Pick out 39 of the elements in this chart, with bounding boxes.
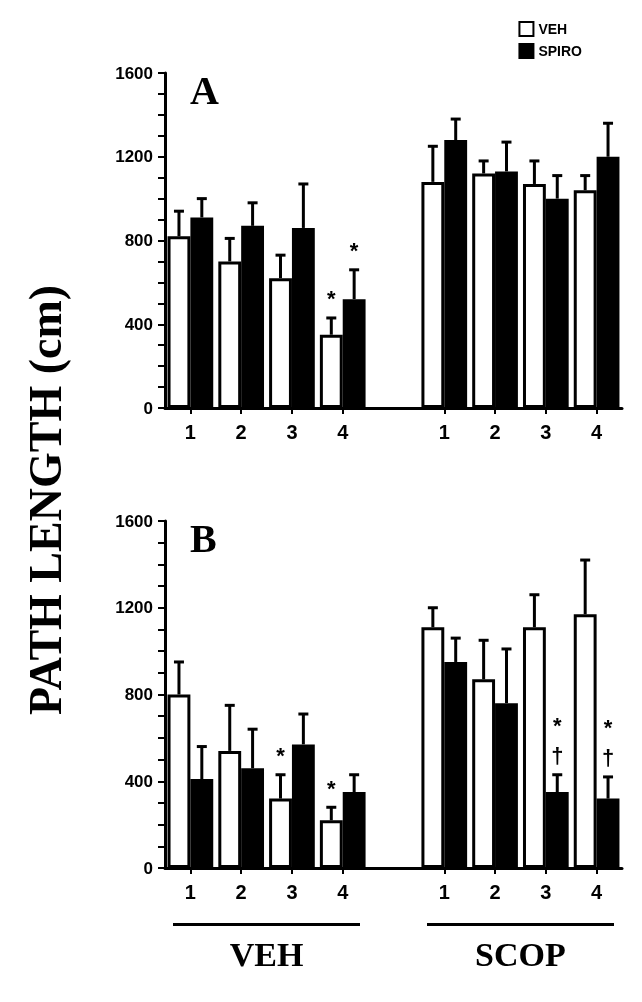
x-tick-label: 2 [235,881,247,903]
text: VEH [229,936,304,974]
x-tick-label: 3 [286,881,298,903]
annotation: * [276,743,286,769]
y-tick-label: 1600 [115,63,153,83]
annotation: * [327,775,337,801]
x-tick-label: 2 [489,881,501,903]
x-tick-label: 1 [184,881,196,903]
chart-title: B [190,515,217,561]
x-tick-label: 1 [438,421,450,443]
x-tick-label: 1 [184,421,196,443]
annotation: * † [601,715,615,771]
x-tick-label: 3 [540,881,552,903]
x-tick-label: 4 [591,881,604,903]
chart-title: A [190,67,219,113]
x-tick-label: 4 [337,421,350,443]
annotation: * [327,286,337,312]
x-tick-label: 2 [489,421,501,443]
x-tick-label: 1 [438,881,450,903]
legend-label: VEH [538,21,568,37]
y-tick-label: 1600 [115,511,153,531]
y-tick-label: 0 [143,398,153,418]
y-tick-label: 400 [124,314,153,334]
x-tick-label: 4 [337,881,350,903]
y-axis-title: PATH LENGTH (cm) [18,284,72,716]
y-tick-label: 800 [124,231,153,250]
text: SCOP [475,936,566,974]
annotation: * † [551,713,564,769]
y-tick-label: 1200 [115,147,153,167]
x-tick-label: 3 [286,421,298,443]
legend-label: SPIRO [538,43,583,59]
y-tick-label: 1200 [115,598,153,618]
x-tick-label: 3 [540,421,552,443]
annotation: * [349,238,359,264]
y-tick-label: 800 [124,685,153,704]
y-tick-label: 0 [143,858,153,878]
x-tick-label: 2 [235,421,247,443]
x-tick-label: 4 [591,421,604,443]
y-tick-label: 400 [124,771,153,791]
